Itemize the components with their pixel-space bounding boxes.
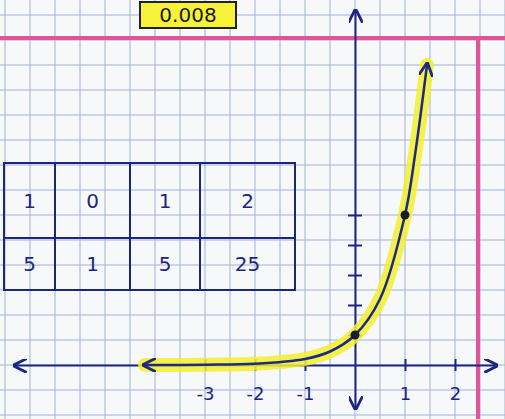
annotation-text: 0.008 bbox=[159, 3, 216, 27]
x-tick-mark bbox=[405, 359, 407, 371]
paper-line bbox=[130, 0, 131, 419]
paper-line bbox=[0, 415, 505, 416]
paper-line bbox=[80, 0, 81, 419]
value-table: 101251525 bbox=[4, 163, 295, 290]
table-border bbox=[4, 163, 295, 290]
y-tick-mark bbox=[348, 305, 362, 307]
margin-line bbox=[476, 38, 480, 419]
table-rule bbox=[4, 237, 295, 239]
x-tick-label: -2 bbox=[247, 383, 265, 404]
y-tick-mark bbox=[348, 245, 362, 247]
y-tick-mark bbox=[348, 275, 362, 277]
annotation: 0.008 bbox=[140, 2, 236, 28]
y-tick-mark bbox=[348, 215, 362, 217]
paper-line bbox=[0, 140, 505, 141]
paper-line bbox=[155, 0, 156, 419]
chart: 0.008101251525-3-2-112 bbox=[0, 0, 505, 419]
paper-line bbox=[0, 215, 505, 216]
paper-line bbox=[0, 15, 505, 16]
x-tick-label: 1 bbox=[400, 383, 411, 404]
y-axis bbox=[348, 12, 362, 408]
y-tick bbox=[348, 215, 362, 216]
paper-line bbox=[0, 115, 505, 116]
paper-line bbox=[0, 315, 505, 316]
annotation-box bbox=[140, 2, 236, 28]
table-rule bbox=[129, 163, 131, 290]
table-rule bbox=[199, 163, 201, 290]
paper-line bbox=[255, 0, 256, 419]
curve bbox=[145, 65, 427, 365]
plot-area bbox=[145, 65, 427, 365]
paper-line bbox=[230, 0, 231, 419]
y-tick bbox=[348, 305, 362, 306]
paper-line bbox=[180, 0, 181, 419]
y-tick bbox=[348, 245, 362, 246]
paper-line bbox=[0, 165, 505, 166]
paper-line bbox=[455, 0, 456, 419]
paper-line bbox=[105, 0, 106, 419]
paper-line bbox=[380, 0, 381, 419]
paper-line bbox=[355, 0, 356, 419]
table-rule bbox=[54, 163, 56, 290]
paper-line bbox=[205, 0, 206, 419]
margin-line bbox=[0, 36, 505, 40]
table-cell: 1 bbox=[86, 252, 99, 276]
table-cell: 25 bbox=[235, 252, 260, 276]
x-tick-label: -3 bbox=[197, 383, 215, 404]
data-point bbox=[351, 331, 360, 340]
paper-line bbox=[55, 0, 56, 419]
paper-line bbox=[0, 340, 505, 341]
x-tick-label: 2 bbox=[450, 383, 461, 404]
curve-highlight bbox=[145, 65, 427, 365]
x-tick-mark bbox=[455, 359, 457, 371]
y-tick bbox=[348, 275, 362, 276]
table-cell: 2 bbox=[241, 189, 254, 213]
y-axis-line bbox=[355, 12, 357, 408]
data-point bbox=[401, 211, 410, 220]
table-cell: 1 bbox=[159, 189, 172, 213]
x-tick-label: -1 bbox=[297, 383, 315, 404]
table-cell: 1 bbox=[23, 189, 36, 213]
table-cell: 0 bbox=[86, 189, 99, 213]
graph-paper bbox=[0, 0, 505, 419]
x-tick: 2 bbox=[450, 359, 461, 404]
table-cell: 5 bbox=[23, 252, 36, 276]
table-cell: 5 bbox=[159, 252, 172, 276]
x-tick: 1 bbox=[400, 359, 411, 404]
paper-line bbox=[0, 240, 505, 241]
